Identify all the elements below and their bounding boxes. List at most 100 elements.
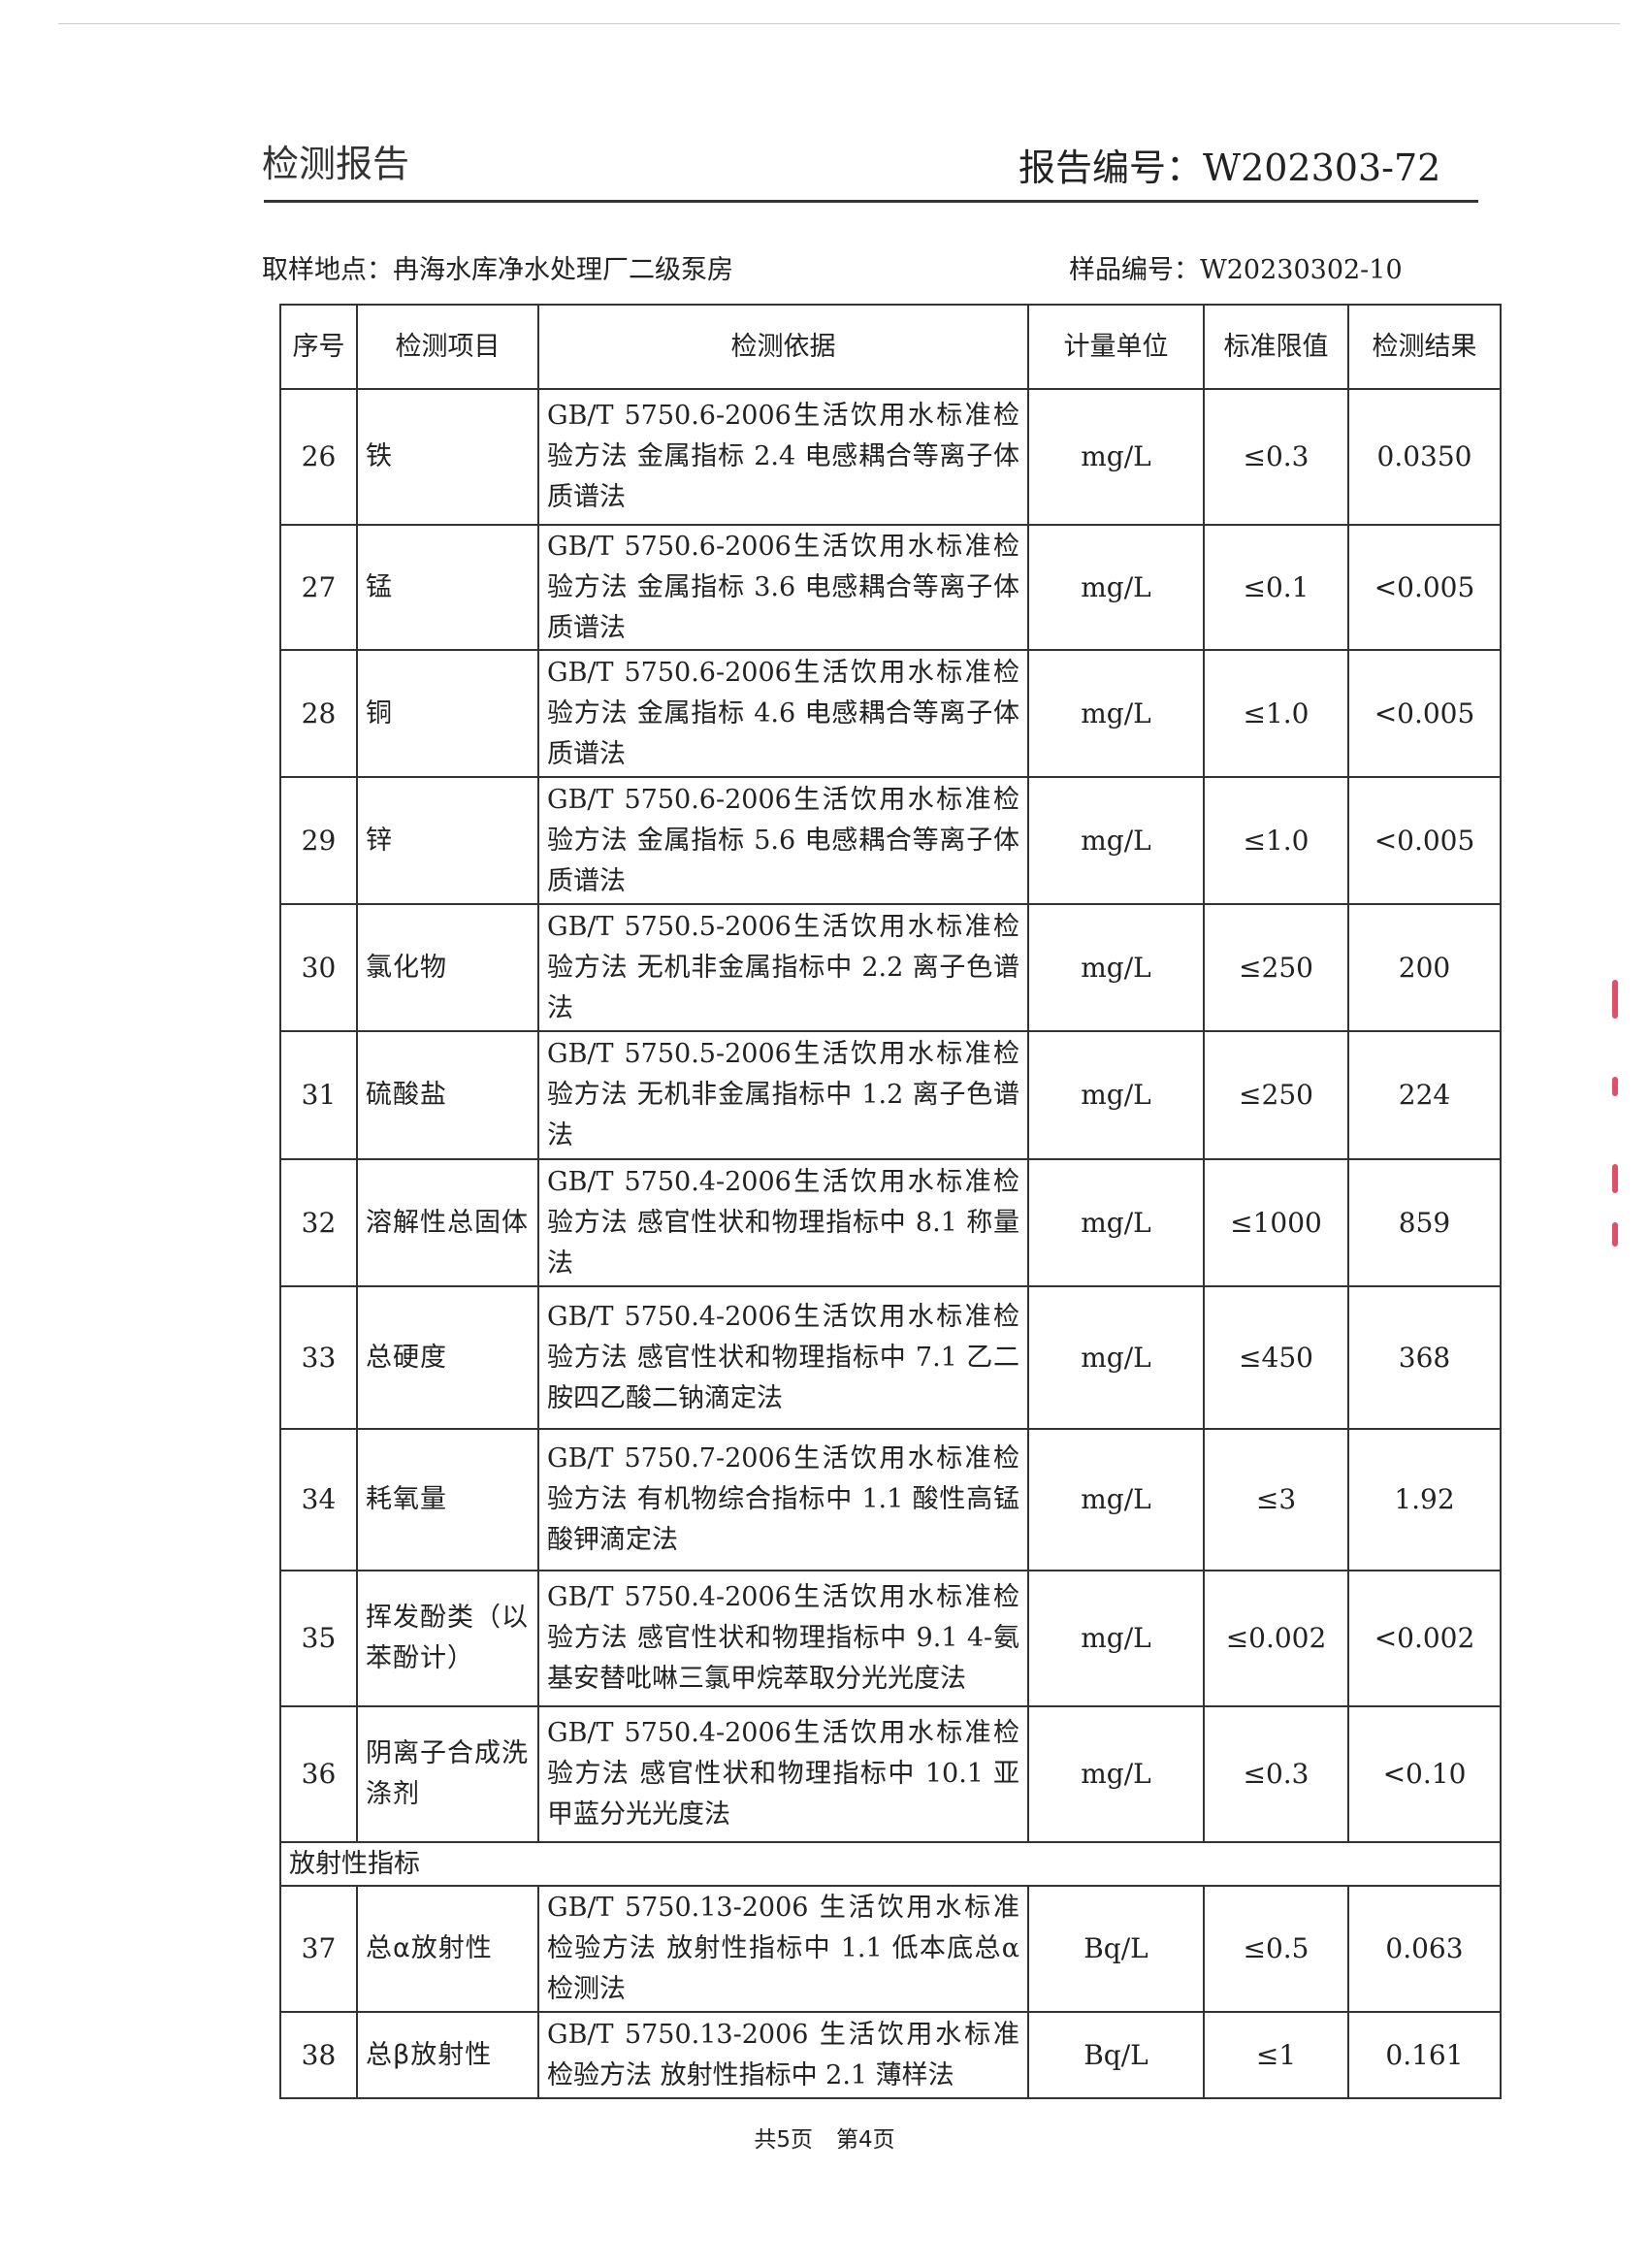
table-row: 26 铁 GB/T 5750.6-2006生活饮用水标准检验方法 金属指标 2.4 …: [279, 388, 1502, 526]
standard-limit: ≤450: [1203, 1285, 1349, 1430]
col-header: 标准限值: [1203, 304, 1349, 390]
report-title: 检测报告: [262, 143, 410, 185]
section-title: 放射性指标: [279, 1841, 1502, 1887]
table-row: 30 氯化物 GB/T 5750.5-2006生活饮用水标准检验方法 无机非金属指标…: [279, 903, 1502, 1032]
col-header: 检测依据: [537, 304, 1029, 390]
test-method: GB/T 5750.13-2006 生活饮用水标准检验方法 放射性指标中 2.1…: [537, 2011, 1029, 2099]
standard-limit: ≤0.1: [1203, 524, 1349, 651]
test-result: 0.063: [1347, 1885, 1502, 2013]
test-method: GB/T 5750.5-2006生活饮用水标准检验方法 无机非金属指标中 2.2…: [537, 903, 1029, 1032]
sampling-location: 取样地点：冉海水库净水处理厂二级泵房: [262, 248, 733, 286]
unit: mg/L: [1027, 649, 1205, 778]
table-row: 35 挥发酚类（以苯酚计） GB/T 5750.4-2006生活饮用水标准检验方法 …: [279, 1570, 1502, 1707]
unit: mg/L: [1027, 524, 1205, 651]
row-number: 37: [279, 1885, 358, 2013]
col-header: 计量单位: [1027, 304, 1205, 390]
test-item: 锰: [356, 524, 539, 651]
table-row: 28 铜 GB/T 5750.6-2006生活饮用水标准检验方法 金属指标 4.6 …: [279, 649, 1502, 778]
col-header: 检测结果: [1347, 304, 1502, 390]
test-item: 铁: [356, 388, 539, 526]
table-row: 34 耗氧量 GB/T 5750.7-2006生活饮用水标准检验方法 有机物综合指标…: [279, 1428, 1502, 1571]
test-result: 859: [1347, 1158, 1502, 1287]
table-row: 33 总硬度 GB/T 5750.4-2006生活饮用水标准检验方法 感官性状和物理…: [279, 1285, 1502, 1430]
sample-number: 样品编号：W20230302-10: [1069, 248, 1403, 286]
standard-limit: ≤1.0: [1203, 776, 1349, 905]
table-row: 29 锌 GB/T 5750.6-2006生活饮用水标准检验方法 金属指标 5.6 …: [279, 776, 1502, 905]
unit: mg/L: [1027, 1570, 1205, 1707]
sample-number-value: W20230302-10: [1200, 255, 1403, 285]
table-row: 31 硫酸盐 GB/T 5750.5-2006生活饮用水标准检验方法 无机非金属指标…: [279, 1030, 1502, 1160]
test-result: 0.161: [1347, 2011, 1502, 2099]
table-row: 32 溶解性总固体 GB/T 5750.4-2006生活饮用水标准检验方法 感官性状…: [279, 1158, 1502, 1287]
test-result: 224: [1347, 1030, 1502, 1160]
row-number: 38: [279, 2011, 358, 2099]
row-number: 33: [279, 1285, 358, 1430]
test-result: <0.10: [1347, 1705, 1502, 1843]
row-number: 34: [279, 1428, 358, 1571]
scan-edge: [58, 23, 1620, 24]
standard-limit: ≤1000: [1203, 1158, 1349, 1287]
test-method: GB/T 5750.4-2006生活饮用水标准检验方法 感官性状和物理指标中 1…: [537, 1705, 1029, 1843]
row-number: 31: [279, 1030, 358, 1160]
test-item: 氯化物: [356, 903, 539, 1032]
standard-limit: ≤250: [1203, 903, 1349, 1032]
test-item: 耗氧量: [356, 1428, 539, 1571]
unit: mg/L: [1027, 1030, 1205, 1160]
unit: mg/L: [1027, 1428, 1205, 1571]
unit: mg/L: [1027, 1285, 1205, 1430]
report-number: 报告编号：W202303-72: [1018, 138, 1440, 191]
header-divider: [264, 200, 1478, 203]
test-method: GB/T 5750.4-2006生活饮用水标准检验方法 感官性状和物理指标中 7…: [537, 1285, 1029, 1430]
standard-limit: ≤0.3: [1203, 1705, 1349, 1843]
test-method: GB/T 5750.13-2006 生活饮用水标准检验方法 放射性指标中 1.1…: [537, 1885, 1029, 2013]
test-result: 368: [1347, 1285, 1502, 1430]
row-number: 28: [279, 649, 358, 778]
standard-limit: ≤1: [1203, 2011, 1349, 2099]
table-row: 37 总α放射性 GB/T 5750.13-2006 生活饮用水标准检验方法 放射性…: [279, 1885, 1502, 2013]
row-number: 29: [279, 776, 358, 905]
test-result: 1.92: [1347, 1428, 1502, 1571]
sampling-location-label: 取样地点：: [262, 255, 393, 285]
row-number: 26: [279, 388, 358, 526]
sampling-location-value: 冉海水库净水处理厂二级泵房: [393, 255, 733, 285]
standard-limit: ≤0.002: [1203, 1570, 1349, 1707]
row-number: 27: [279, 524, 358, 651]
total-pages: 共5页: [754, 2127, 813, 2153]
row-number: 35: [279, 1570, 358, 1707]
test-result: <0.005: [1347, 649, 1502, 778]
unit: mg/L: [1027, 776, 1205, 905]
table-row: 27 锰 GB/T 5750.6-2006生活饮用水标准检验方法 金属指标 3.6 …: [279, 524, 1502, 651]
report-number-label: 报告编号：: [1018, 146, 1204, 189]
standard-limit: ≤0.5: [1203, 1885, 1349, 2013]
test-item: 铜: [356, 649, 539, 778]
row-number: 36: [279, 1705, 358, 1843]
current-page: 第4页: [836, 2127, 895, 2153]
stamp-edge-mark: [1612, 980, 1618, 1019]
test-method: GB/T 5750.7-2006生活饮用水标准检验方法 有机物综合指标中 1.1…: [537, 1428, 1029, 1571]
test-result: <0.002: [1347, 1570, 1502, 1707]
table-row: 38 总β放射性 GB/T 5750.13-2006 生活饮用水标准检验方法 放射性…: [279, 2011, 1502, 2099]
test-item: 挥发酚类（以苯酚计）: [356, 1570, 539, 1707]
unit: mg/L: [1027, 388, 1205, 526]
test-result: <0.005: [1347, 776, 1502, 905]
test-result: <0.005: [1347, 524, 1502, 651]
row-number: 30: [279, 903, 358, 1032]
test-method: GB/T 5750.6-2006生活饮用水标准检验方法 金属指标 5.6 电感耦…: [537, 776, 1029, 905]
test-item: 总硬度: [356, 1285, 539, 1430]
unit: Bq/L: [1027, 1885, 1205, 2013]
test-item: 硫酸盐: [356, 1030, 539, 1160]
test-method: GB/T 5750.4-2006生活饮用水标准检验方法 感官性状和物理指标中 8…: [537, 1158, 1029, 1287]
stamp-edge-mark: [1612, 1077, 1618, 1096]
section-row: 放射性指标: [279, 1841, 1502, 1887]
page-footer: 共5页 第4页: [0, 2121, 1649, 2154]
report-number-value: W202303-72: [1203, 146, 1441, 189]
unit: mg/L: [1027, 1705, 1205, 1843]
col-header: 检测项目: [356, 304, 539, 390]
test-method: GB/T 5750.5-2006生活饮用水标准检验方法 无机非金属指标中 1.2…: [537, 1030, 1029, 1160]
standard-limit: ≤1.0: [1203, 649, 1349, 778]
unit: mg/L: [1027, 903, 1205, 1032]
test-result: 0.0350: [1347, 388, 1502, 526]
table-header-row: 序号 检测项目 检测依据 计量单位 标准限值 检测结果: [279, 304, 1502, 390]
unit: Bq/L: [1027, 2011, 1205, 2099]
test-method: GB/T 5750.4-2006生活饮用水标准检验方法 感官性状和物理指标中 9…: [537, 1570, 1029, 1707]
